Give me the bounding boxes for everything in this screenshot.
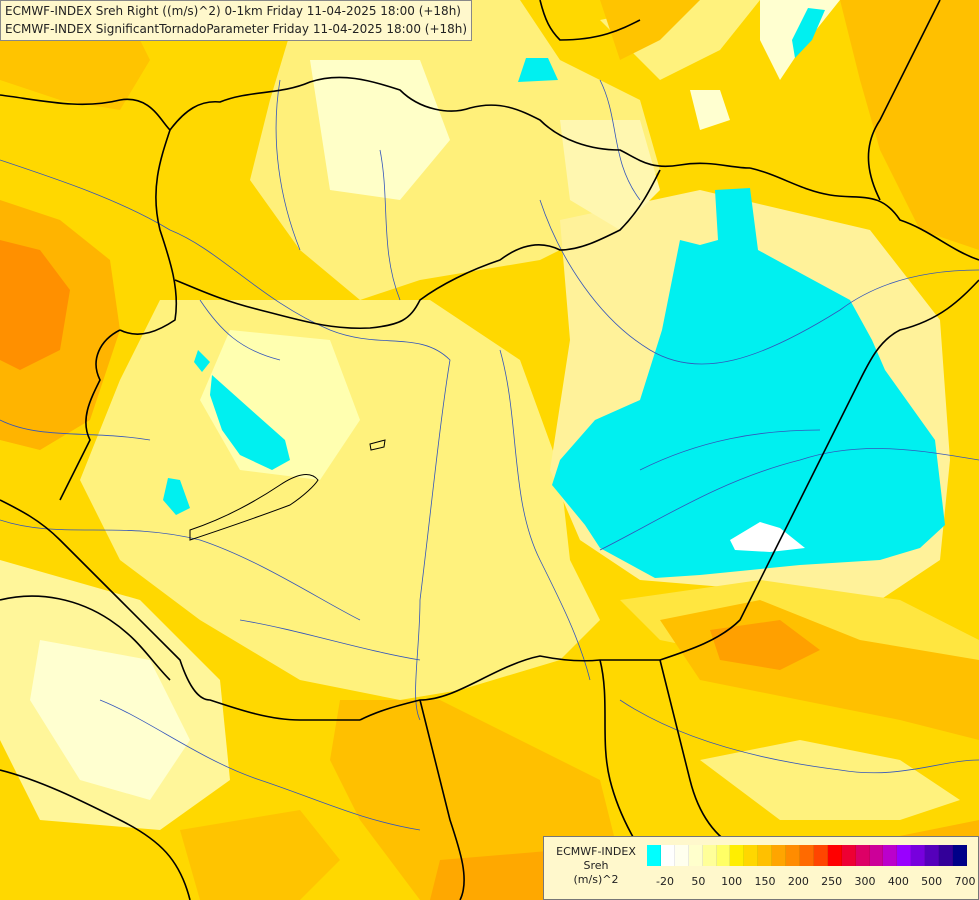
legend-line-1: ECMWF-INDEX [556, 845, 636, 858]
legend-swatch [869, 845, 884, 866]
legend-tick-labels: -20 50 100 150 200 250 300 400 500 700 [647, 875, 977, 889]
legend-swatch [660, 845, 675, 866]
map-title-line-1: ECMWF-INDEX Sreh Right ((m/s)^2) 0-1km F… [5, 4, 461, 18]
legend-swatch [939, 845, 953, 866]
legend-swatch [647, 845, 661, 866]
color-legend: ECMWF-INDEX Sreh (m/s)^2 -20 50 100 150 200 2… [543, 836, 979, 900]
legend-swatch [799, 845, 814, 866]
legend-tick-label: 700 [954, 875, 976, 888]
legend-swatch [925, 845, 940, 866]
map-title-line-2: ECMWF-INDEX SignificantTornadoParameter … [5, 22, 468, 36]
legend-tick-label: 300 [854, 875, 876, 888]
legend-tick-label: 100 [721, 875, 743, 888]
legend-swatch [688, 845, 703, 866]
legend-swatch [716, 845, 731, 866]
legend-swatch [827, 845, 842, 866]
legend-swatch [786, 845, 800, 866]
legend-tick-label: 150 [754, 875, 776, 888]
legend-swatch [730, 845, 745, 866]
map-title-box: ECMWF-INDEX Sreh Right ((m/s)^2) 0-1km F… [0, 0, 473, 41]
legend-swatch [952, 845, 967, 866]
legend-tick-label: 50 [691, 875, 706, 888]
legend-label: ECMWF-INDEX Sreh (m/s)^2 [548, 845, 644, 887]
legend-swatch [744, 845, 759, 866]
legend-tick-label: 400 [887, 875, 909, 888]
lakes [189, 439, 386, 541]
legend-line-2: Sreh [583, 859, 609, 872]
legend-swatch [883, 845, 898, 866]
legend-swatch [772, 845, 787, 866]
legend-tick-label: 500 [921, 875, 943, 888]
legend-line-3: (m/s)^2 [573, 873, 619, 886]
legend-swatch [841, 845, 856, 866]
legend-swatch [855, 845, 870, 866]
legend-tick-label: 250 [821, 875, 843, 888]
legend-swatch [813, 845, 828, 866]
legend-swatch [702, 845, 717, 866]
rivers [0, 79, 979, 831]
legend-color-bar [647, 845, 967, 866]
legend-swatch [758, 845, 773, 866]
cyan-field-areas [163, 8, 945, 578]
legend-tick-label: -20 [656, 875, 674, 888]
legend-swatch [897, 845, 912, 866]
legend-tick-label: 200 [787, 875, 809, 888]
legend-swatch [674, 845, 689, 866]
legend-swatch [911, 845, 926, 866]
